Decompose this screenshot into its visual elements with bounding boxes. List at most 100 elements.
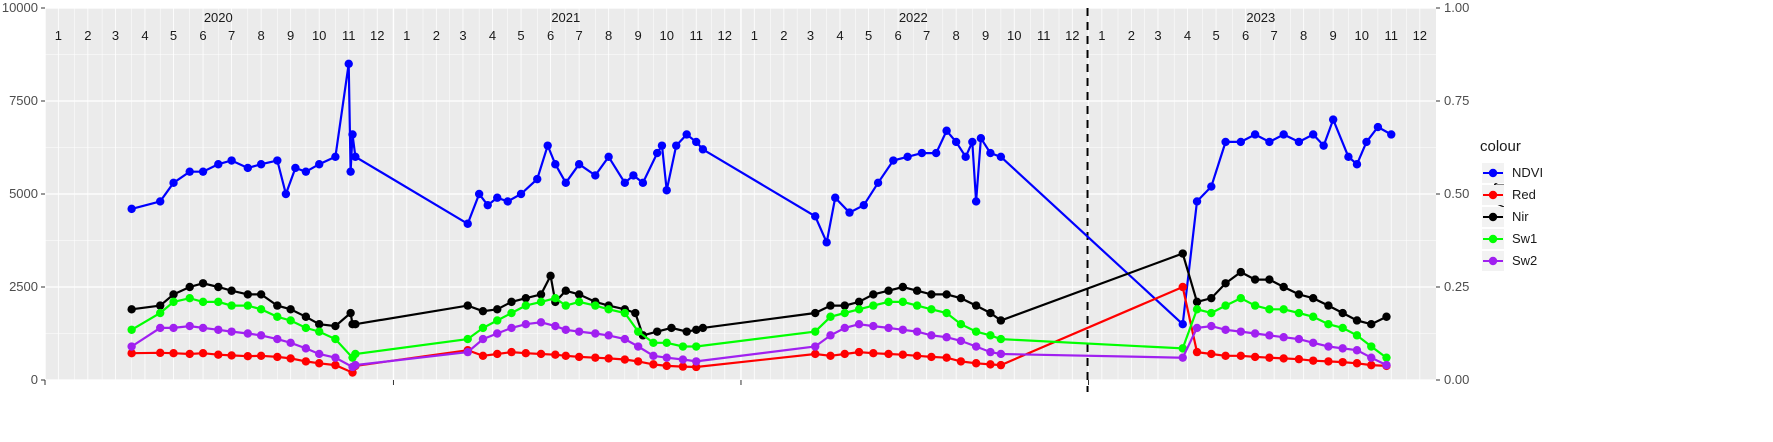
data-point-red	[574, 352, 584, 362]
month-label: 6	[894, 28, 901, 43]
data-point-sw2	[1338, 344, 1347, 353]
data-point-ndvi	[1192, 197, 1202, 206]
data-point-sw2	[971, 342, 981, 351]
data-point-sw1	[927, 305, 936, 314]
data-point-nir	[854, 297, 864, 307]
data-point-sw2	[1192, 323, 1202, 333]
data-point-nir	[996, 316, 1006, 325]
data-point-sw2	[198, 323, 208, 333]
data-point-ndvi	[831, 193, 840, 202]
data-point-sw1	[620, 308, 630, 318]
data-point-sw2	[315, 349, 324, 359]
data-point-red	[1324, 357, 1333, 366]
data-point-sw1	[649, 338, 658, 347]
data-point-sw1	[478, 323, 488, 333]
month-label: 11	[1385, 28, 1399, 43]
data-point-sw1	[156, 308, 165, 318]
data-point-nir	[169, 290, 178, 299]
data-point-red	[649, 360, 658, 369]
data-point-ndvi	[256, 160, 266, 169]
data-point-sw2	[1352, 346, 1362, 355]
data-point-sw2	[507, 323, 516, 333]
data-point-sw2	[826, 331, 835, 340]
data-point-ndvi	[1373, 122, 1383, 132]
series-red	[127, 282, 1391, 377]
data-point-ndvi	[976, 134, 986, 143]
data-point-sw1	[185, 293, 194, 303]
data-point-ndvi	[273, 156, 282, 165]
month-label: 4	[489, 28, 496, 43]
data-point-ndvi	[503, 197, 512, 206]
data-point-red	[811, 349, 820, 359]
data-point-ndvi	[682, 130, 691, 139]
month-label: 7	[576, 28, 583, 43]
data-point-sw1	[662, 338, 671, 347]
data-point-sw2	[301, 344, 311, 353]
data-point-sw1	[331, 334, 340, 344]
data-point-ndvi	[845, 208, 854, 217]
data-point-sw1	[1294, 308, 1304, 318]
data-point-sw2	[620, 334, 630, 344]
data-point-ndvi	[1207, 182, 1216, 191]
data-point-sw1	[1338, 323, 1347, 333]
data-point-sw2	[1178, 353, 1187, 362]
data-point-nir	[227, 286, 236, 295]
data-point-red	[1352, 359, 1362, 368]
data-point-sw2	[1294, 334, 1304, 344]
data-point-sw2	[912, 327, 922, 336]
data-point-nir	[1192, 297, 1202, 307]
data-point-red	[1308, 356, 1318, 365]
data-point-sw1	[986, 331, 995, 340]
data-point-sw2	[1236, 327, 1246, 336]
data-point-nir	[286, 305, 295, 314]
legend-key-point	[1488, 234, 1498, 244]
data-point-nir	[927, 290, 936, 299]
data-point-ndvi	[348, 130, 357, 139]
data-point-ndvi	[331, 152, 340, 161]
data-point-nir	[507, 297, 516, 307]
data-point-nir	[1308, 293, 1318, 303]
data-point-sw2	[1221, 325, 1230, 334]
data-point-nir	[1250, 275, 1260, 284]
data-point-ndvi	[903, 152, 912, 161]
data-point-sw1	[1250, 301, 1260, 310]
data-point-sw2	[227, 327, 236, 336]
data-point-sw2	[256, 331, 266, 340]
data-point-ndvi	[629, 171, 638, 180]
data-point-sw1	[1352, 331, 1362, 340]
data-point-red	[1221, 351, 1230, 361]
data-point-ndvi	[1328, 115, 1338, 124]
data-point-ndvi	[811, 212, 820, 221]
data-point-nir	[546, 271, 555, 281]
data-point-ndvi	[169, 178, 178, 188]
data-point-red	[214, 350, 223, 359]
data-point-sw1	[840, 308, 849, 318]
legend-label-red: Red	[1512, 187, 1536, 202]
data-point-red	[662, 361, 671, 371]
month-label: 12	[1413, 28, 1427, 43]
legend-label-sw1: Sw1	[1512, 231, 1537, 246]
y2-tick-label: 0.50	[1444, 186, 1469, 201]
data-point-sw2	[840, 323, 849, 333]
data-point-sw1	[463, 334, 472, 344]
data-point-sw1	[1324, 320, 1333, 329]
data-point-ndvi	[859, 200, 868, 210]
data-point-sw1	[214, 297, 223, 307]
data-point-sw1	[692, 342, 701, 351]
data-point-ndvi	[1344, 152, 1353, 161]
data-point-ndvi	[198, 167, 208, 176]
data-point-ndvi	[917, 148, 927, 158]
month-label: 11	[342, 28, 356, 43]
data-point-nir	[840, 301, 849, 310]
month-label: 1	[403, 28, 410, 43]
data-point-sw2	[463, 347, 472, 357]
data-point-ndvi	[698, 145, 708, 154]
data-point-nir	[652, 327, 662, 336]
data-point-sw2	[521, 320, 531, 329]
year-label: 2023	[1246, 10, 1275, 25]
data-point-red	[521, 349, 531, 358]
data-point-nir	[463, 301, 472, 310]
data-point-sw1	[507, 308, 516, 318]
month-label: 5	[1212, 28, 1219, 43]
data-point-nir	[971, 301, 981, 310]
